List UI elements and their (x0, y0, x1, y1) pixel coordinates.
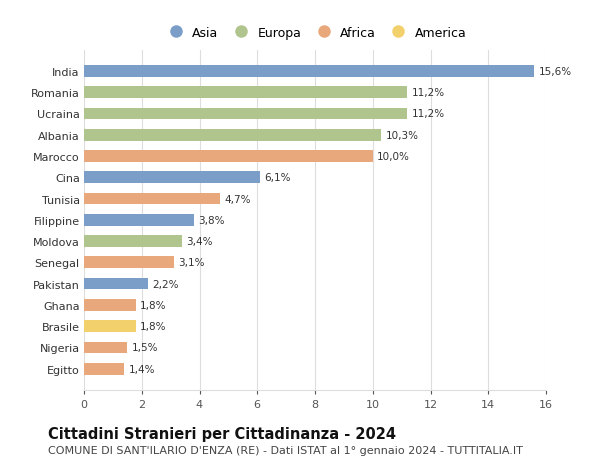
Bar (84, 236, 182, 247)
Text: 15,6%: 15,6% (539, 67, 572, 77)
Bar (84, 278, 148, 290)
Bar (84, 87, 407, 99)
Text: 4,7%: 4,7% (224, 194, 251, 204)
Text: 1,8%: 1,8% (140, 300, 167, 310)
Text: 11,2%: 11,2% (412, 109, 445, 119)
Bar (84, 299, 136, 311)
Text: 2,2%: 2,2% (152, 279, 178, 289)
Text: 3,8%: 3,8% (198, 215, 224, 225)
Bar (84, 342, 127, 353)
Text: 10,3%: 10,3% (386, 130, 419, 140)
Text: Cittadini Stranieri per Cittadinanza - 2024: Cittadini Stranieri per Cittadinanza - 2… (48, 426, 396, 441)
Bar (84, 108, 407, 120)
Bar (84, 214, 194, 226)
Bar (84, 363, 124, 375)
Bar (84, 66, 535, 78)
Text: 3,4%: 3,4% (187, 236, 213, 246)
Legend: Asia, Europa, Africa, America: Asia, Europa, Africa, America (160, 23, 470, 43)
Text: 3,1%: 3,1% (178, 258, 205, 268)
Text: 1,8%: 1,8% (140, 321, 167, 331)
Bar (84, 193, 220, 205)
Bar (84, 257, 173, 269)
Text: COMUNE DI SANT'ILARIO D'ENZA (RE) - Dati ISTAT al 1° gennaio 2024 - TUTTITALIA.I: COMUNE DI SANT'ILARIO D'ENZA (RE) - Dati… (48, 445, 523, 455)
Text: 1,4%: 1,4% (129, 364, 155, 374)
Text: 11,2%: 11,2% (412, 88, 445, 98)
Bar (84, 129, 382, 141)
Bar (84, 320, 136, 332)
Text: 6,1%: 6,1% (265, 173, 291, 183)
Bar (84, 172, 260, 184)
Text: 10,0%: 10,0% (377, 151, 410, 162)
Bar (84, 151, 373, 162)
Text: 1,5%: 1,5% (131, 343, 158, 353)
